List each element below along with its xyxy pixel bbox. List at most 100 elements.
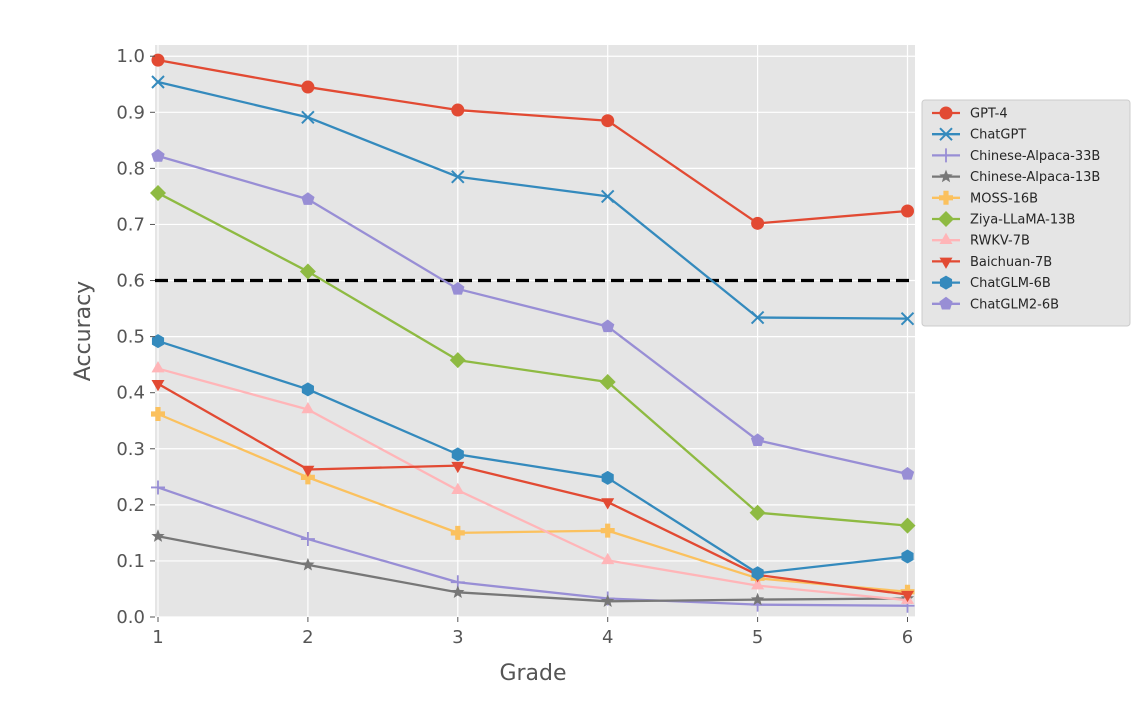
data-point xyxy=(901,590,914,603)
data-point xyxy=(601,552,615,565)
y-tick-label: 0.2 xyxy=(116,495,145,516)
data-point xyxy=(300,470,315,485)
data-point xyxy=(601,594,615,607)
data-point xyxy=(301,402,315,414)
legend-item: ChatGPT xyxy=(932,127,1026,143)
legend-item: Baichuan-7B xyxy=(932,255,1052,270)
y-tick-label: 0.1 xyxy=(116,551,145,572)
legend-label: MOSS-16B xyxy=(970,191,1038,206)
y-tick-label: 0.3 xyxy=(116,439,145,460)
data-point xyxy=(150,406,165,421)
data-point xyxy=(899,517,916,534)
series-gpt-4 xyxy=(151,53,915,230)
data-point xyxy=(601,470,614,485)
y-tick-label: 0.7 xyxy=(116,214,145,235)
series-chinese-alpaca-33b xyxy=(150,480,915,613)
plot-background xyxy=(155,45,915,617)
data-point xyxy=(301,192,315,205)
data-point xyxy=(600,189,615,204)
series-lines xyxy=(150,53,916,613)
series-line xyxy=(157,80,908,320)
series-line xyxy=(157,192,908,527)
data-point xyxy=(150,185,166,202)
data-point xyxy=(151,334,165,349)
data-point xyxy=(451,103,465,117)
series-line xyxy=(157,486,908,607)
data-point xyxy=(151,53,165,67)
series-line xyxy=(157,59,908,225)
data-point xyxy=(750,592,765,606)
data-point xyxy=(451,482,465,495)
legend-label: Baichuan-7B xyxy=(970,255,1052,270)
data-point xyxy=(750,310,765,325)
y-tick-label: 0.9 xyxy=(116,102,145,123)
data-point xyxy=(600,523,615,538)
legend-item: Ziya-LLaMA-13B xyxy=(932,211,1075,228)
y-tick-label: 0.8 xyxy=(116,158,145,179)
data-point xyxy=(900,311,915,326)
y-tick-label: 0.4 xyxy=(116,383,145,404)
data-point xyxy=(601,498,615,510)
data-point xyxy=(301,465,315,478)
legend-marker xyxy=(939,232,953,244)
legend-label: GPT-4 xyxy=(970,107,1008,122)
series-chatglm-6b xyxy=(151,334,914,581)
data-point xyxy=(301,110,315,125)
legend-item: MOSS-16B xyxy=(932,190,1038,206)
legend-marker xyxy=(939,127,953,141)
legend-item: Chinese-Alpaca-13B xyxy=(932,169,1100,185)
legend-marker xyxy=(939,257,953,269)
y-tick-label: 0.0 xyxy=(116,607,145,628)
data-point xyxy=(451,447,464,462)
data-point xyxy=(901,549,914,564)
data-point xyxy=(451,461,465,474)
legend-label: Ziya-LLaMA-13B xyxy=(970,213,1075,228)
data-point xyxy=(299,263,316,280)
legend-marker xyxy=(939,275,953,290)
x-tick-label: 4 xyxy=(602,627,613,648)
series-line xyxy=(157,382,908,596)
y-tick-label: 0.5 xyxy=(116,327,145,348)
legend-item: ChatGLM2-6B xyxy=(932,296,1059,312)
legend-item: RWKV-7B xyxy=(932,232,1030,249)
legend-item: GPT-4 xyxy=(932,106,1008,122)
legend: GPT-4 ChatGPT Chinese-Alpaca-33B Chinese-Al… xyxy=(921,99,1131,327)
axis-ticks: 0.0 0.1 0.2 0.3 0.4 0.5 0.6 0.7 0.8 0.9 1.0 1 2 3 4 5 6 xyxy=(116,46,913,648)
data-point xyxy=(151,529,165,542)
series-line xyxy=(157,367,908,602)
data-point xyxy=(449,352,466,369)
data-point xyxy=(451,281,465,295)
series-chatgpt xyxy=(151,75,915,326)
y-tick-label: 1.0 xyxy=(116,46,145,67)
data-point xyxy=(150,480,165,495)
data-point xyxy=(750,433,765,447)
data-point xyxy=(151,149,165,162)
legend-box xyxy=(921,99,1131,327)
x-tick-label: 6 xyxy=(902,627,913,648)
data-point xyxy=(301,382,314,397)
data-point xyxy=(751,216,765,230)
legend-label: Chinese-Alpaca-13B xyxy=(970,170,1100,185)
series-ziya-llama-13b xyxy=(150,185,916,534)
data-point xyxy=(151,379,165,392)
series-line xyxy=(157,535,908,603)
legend-item: Chinese-Alpaca-33B xyxy=(932,148,1100,164)
x-tick-label: 3 xyxy=(452,627,463,648)
legend-marker xyxy=(939,148,953,163)
data-point xyxy=(901,204,915,218)
series-line xyxy=(157,339,908,575)
legend-label: RWKV-7B xyxy=(970,234,1030,249)
data-point xyxy=(599,374,616,391)
series-line xyxy=(157,412,908,593)
legend-marker xyxy=(938,211,954,227)
legend-marker xyxy=(939,296,953,310)
series-line xyxy=(157,154,908,476)
y-axis-label: Accuracy xyxy=(71,281,96,381)
y-tick-label: 0.6 xyxy=(116,271,145,292)
data-point xyxy=(751,578,765,590)
data-point xyxy=(301,80,315,94)
legend-label: Chinese-Alpaca-33B xyxy=(970,149,1100,164)
x-tick-label: 5 xyxy=(752,627,763,648)
x-tick-label: 2 xyxy=(302,627,313,648)
